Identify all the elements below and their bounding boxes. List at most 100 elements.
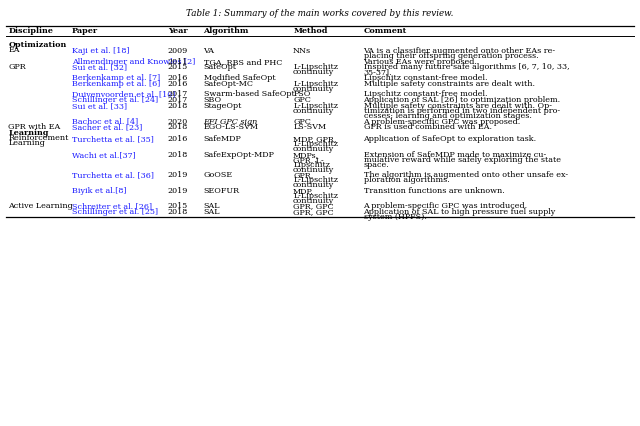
Text: GPR is used combined with EA.: GPR is used combined with EA. — [364, 123, 492, 131]
Text: Lipschitz: Lipschitz — [293, 161, 330, 169]
Text: Reinforcement: Reinforcement — [8, 135, 68, 142]
Text: Berkenkamp et al. [7]: Berkenkamp et al. [7] — [72, 74, 160, 82]
Text: 2009: 2009 — [168, 47, 188, 55]
Text: continuity: continuity — [293, 197, 334, 205]
Text: MDP, GPR,: MDP, GPR, — [293, 135, 337, 144]
Text: Turchetta et al. [35]: Turchetta et al. [35] — [72, 135, 154, 144]
Text: NNs: NNs — [293, 47, 311, 55]
Text: Duivenvoorden et al. [10]: Duivenvoorden et al. [10] — [72, 90, 175, 98]
Text: Application of SafeOpt to exploration task.: Application of SafeOpt to exploration ta… — [364, 135, 537, 144]
Text: Biyik et al.[8]: Biyik et al.[8] — [72, 187, 126, 195]
Text: Sui et al. [32]: Sui et al. [32] — [72, 63, 127, 72]
Text: Application of SAL to high pressure fuel supply: Application of SAL to high pressure fuel… — [364, 208, 556, 216]
Text: 2020: 2020 — [168, 118, 188, 126]
Text: 2018: 2018 — [168, 151, 188, 159]
Text: Learning: Learning — [8, 129, 49, 137]
Text: LS-SVM: LS-SVM — [293, 123, 326, 131]
Text: Berkenkamp et al. [6]: Berkenkamp et al. [6] — [72, 80, 160, 88]
Text: Inspired many future safe algorithms [6, 7, 10, 33,: Inspired many future safe algorithms [6,… — [364, 63, 569, 72]
Text: Schillinger et al. [24]: Schillinger et al. [24] — [72, 96, 158, 104]
Text: timization is performed in two independent pro-: timization is performed in two independe… — [364, 107, 559, 115]
Text: EGO-LS-SVM: EGO-LS-SVM — [204, 123, 259, 131]
Text: Learning: Learning — [8, 139, 45, 147]
Text: 35-37].: 35-37]. — [364, 68, 392, 76]
Text: 2019: 2019 — [168, 171, 188, 179]
Text: 2015: 2015 — [168, 202, 188, 210]
Text: space.: space. — [364, 161, 389, 169]
Text: 2015: 2015 — [168, 63, 188, 72]
Text: EA: EA — [8, 46, 20, 54]
Text: Active Learning: Active Learning — [8, 202, 73, 210]
Text: L-Lipschitz: L-Lipschitz — [293, 80, 338, 88]
Text: continuity: continuity — [293, 107, 334, 115]
Text: Sacher et al. [23]: Sacher et al. [23] — [72, 123, 142, 131]
Text: A problem-specific GPC was introduced.: A problem-specific GPC was introduced. — [364, 202, 527, 210]
Text: Table 1: Summary of the main works covered by this review.: Table 1: Summary of the main works cover… — [186, 9, 454, 18]
Text: L-Lipschitz: L-Lipschitz — [293, 192, 338, 200]
Text: A problem-specific GPC was proposed.: A problem-specific GPC was proposed. — [364, 118, 521, 126]
Text: MDPs,: MDPs, — [293, 151, 319, 159]
Text: 2016: 2016 — [168, 135, 188, 144]
Text: TGA, RBS and PHC: TGA, RBS and PHC — [204, 58, 282, 66]
Text: Multiple safety constraints are dealt with. Op-: Multiple safety constraints are dealt wi… — [364, 102, 552, 110]
Text: GPC: GPC — [293, 96, 311, 104]
Text: Kaji et al. [18]: Kaji et al. [18] — [72, 47, 129, 55]
Text: system (HPFS).: system (HPFS). — [364, 213, 426, 221]
Text: L-Lipschitz: L-Lipschitz — [293, 176, 338, 184]
Text: Method: Method — [293, 27, 328, 35]
Text: VA is a classifier augmented onto other EAs re-: VA is a classifier augmented onto other … — [364, 47, 556, 55]
Text: Sui et al. [33]: Sui et al. [33] — [72, 102, 127, 110]
Text: Discipline: Discipline — [8, 27, 53, 35]
Text: continuity: continuity — [293, 166, 334, 174]
Text: Optimization: Optimization — [8, 41, 67, 49]
Text: Multiple safety constraints are dealt with.: Multiple safety constraints are dealt wi… — [364, 80, 534, 88]
Text: continuity: continuity — [293, 85, 334, 93]
Text: 2016: 2016 — [168, 80, 188, 88]
Text: SafeOpt-MC: SafeOpt-MC — [204, 80, 253, 88]
Text: Comment: Comment — [364, 27, 407, 35]
Text: 2018: 2018 — [168, 208, 188, 216]
Text: 2017: 2017 — [168, 90, 188, 98]
Text: GPR,: GPR, — [293, 171, 314, 179]
Text: SEOFUR: SEOFUR — [204, 187, 239, 195]
Text: The algorithm is augmented onto other unsafe ex-: The algorithm is augmented onto other un… — [364, 171, 568, 179]
Text: Swarm-based SafeOpt: Swarm-based SafeOpt — [204, 90, 294, 98]
Text: 2018: 2018 — [168, 102, 188, 110]
Text: GPR with EA: GPR with EA — [8, 123, 61, 131]
Text: Application of SAL [26] to optimization problem.: Application of SAL [26] to optimization … — [364, 96, 561, 104]
Text: GoOSE: GoOSE — [204, 171, 233, 179]
Text: Year: Year — [168, 27, 188, 35]
Text: Turchetta et al. [36]: Turchetta et al. [36] — [72, 171, 154, 179]
Text: continuity: continuity — [293, 145, 334, 153]
Text: GPR, L-: GPR, L- — [293, 156, 324, 164]
Text: StageOpt: StageOpt — [204, 102, 242, 110]
Text: continuity: continuity — [293, 181, 334, 189]
Text: Various EAs were proposed.: Various EAs were proposed. — [364, 58, 477, 66]
Text: Transition functions are unknown.: Transition functions are unknown. — [364, 187, 504, 195]
Text: MDP,: MDP, — [293, 187, 314, 195]
Text: SAL: SAL — [204, 202, 220, 210]
Text: L-Lipschitz: L-Lipschitz — [293, 102, 338, 110]
Text: Paper: Paper — [72, 27, 98, 35]
Text: SafeExpOpt-MDP: SafeExpOpt-MDP — [204, 151, 275, 159]
Text: Lipschitz constant-free model.: Lipschitz constant-free model. — [364, 74, 487, 82]
Text: ploration algorithms.: ploration algorithms. — [364, 176, 449, 184]
Text: GPR, GPC: GPR, GPC — [293, 202, 333, 210]
Text: Bachoc et al. [4]: Bachoc et al. [4] — [72, 118, 138, 126]
Text: SBO: SBO — [204, 96, 221, 104]
Text: L-Lipschitz: L-Lipschitz — [293, 63, 338, 72]
Text: VA: VA — [204, 47, 214, 55]
Text: Schillinger et al. [25]: Schillinger et al. [25] — [72, 208, 158, 216]
Text: SafeOpt: SafeOpt — [204, 63, 237, 72]
Text: mulative reward while safely exploring the state: mulative reward while safely exploring t… — [364, 156, 561, 164]
Text: SafeMDP: SafeMDP — [204, 135, 241, 144]
Text: 2017: 2017 — [168, 96, 188, 104]
Text: Modified SafeOpt: Modified SafeOpt — [204, 74, 275, 82]
Text: GPR: GPR — [8, 63, 26, 72]
Text: GPR, GPC: GPR, GPC — [293, 208, 333, 216]
Text: EFI GPC sign: EFI GPC sign — [204, 118, 258, 126]
Text: PSO: PSO — [293, 90, 310, 98]
Text: L-Lipschitz: L-Lipschitz — [293, 140, 338, 148]
Text: Algorithm: Algorithm — [204, 27, 249, 35]
Text: Wachi et al.[37]: Wachi et al.[37] — [72, 151, 136, 159]
